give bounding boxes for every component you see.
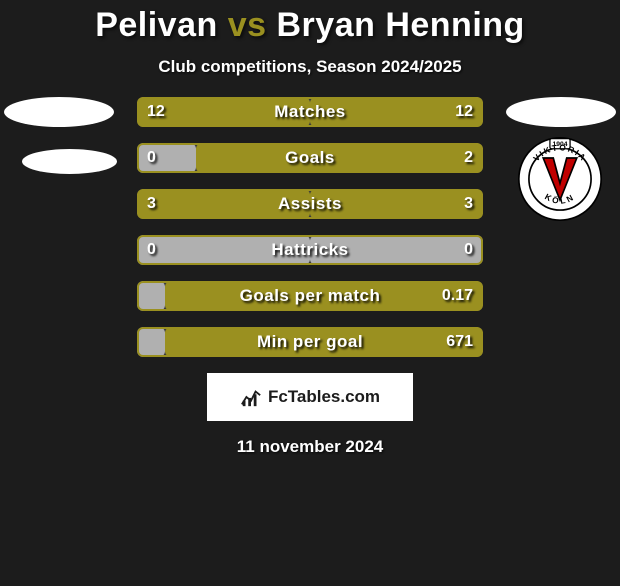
stat-value-right: 2 (464, 149, 473, 167)
stat-label: Min per goal (137, 332, 483, 352)
club-logo-viktoria-koln: 1904 VIKTORIA KÖLN (518, 137, 602, 221)
stat-value-left: 0 (147, 241, 156, 259)
stat-row: Hattricks0 0 (137, 235, 483, 265)
stat-value-right: 3 (464, 195, 473, 213)
stat-value-right: 12 (455, 103, 473, 121)
date-label: 11 november 2024 (0, 437, 620, 457)
source-badge[interactable]: FcTables.com (207, 373, 413, 421)
stat-row: Goals per match0.17 (137, 281, 483, 311)
stat-row: Matches12 12 (137, 97, 483, 127)
stat-value-left: 3 (147, 195, 156, 213)
stat-label: Hattricks (137, 240, 483, 260)
left-team-badge (4, 97, 114, 127)
title-vs: vs (228, 6, 267, 44)
stat-value-left: 0 (147, 149, 156, 167)
stat-row: Goals0 2 (137, 143, 483, 173)
comparison-area: 1904 VIKTORIA KÖLN Matches1212Goals02Ass… (0, 97, 620, 357)
chart-icon (240, 386, 262, 408)
stat-label: Goals per match (137, 286, 483, 306)
left-team-badge-2 (22, 149, 117, 174)
page-title: Pelivan vs Bryan Henning (0, 6, 620, 45)
stat-value-right: 671 (446, 333, 473, 351)
stat-label: Goals (137, 148, 483, 168)
stat-label: Matches (137, 102, 483, 122)
stat-row: Min per goal671 (137, 327, 483, 357)
subtitle: Club competitions, Season 2024/2025 (0, 57, 620, 77)
title-player1: Pelivan (95, 6, 218, 44)
stat-label: Assists (137, 194, 483, 214)
source-text: FcTables.com (268, 387, 380, 407)
stat-value-right: 0.17 (442, 287, 473, 305)
title-player2: Bryan Henning (277, 6, 525, 44)
stat-row: Assists3 3 (137, 189, 483, 219)
stat-value-right: 0 (464, 241, 473, 259)
right-team-badge (506, 97, 616, 127)
bars-container: Matches1212Goals02Assists33Hattricks00Go… (137, 97, 483, 357)
stat-value-left: 12 (147, 103, 165, 121)
